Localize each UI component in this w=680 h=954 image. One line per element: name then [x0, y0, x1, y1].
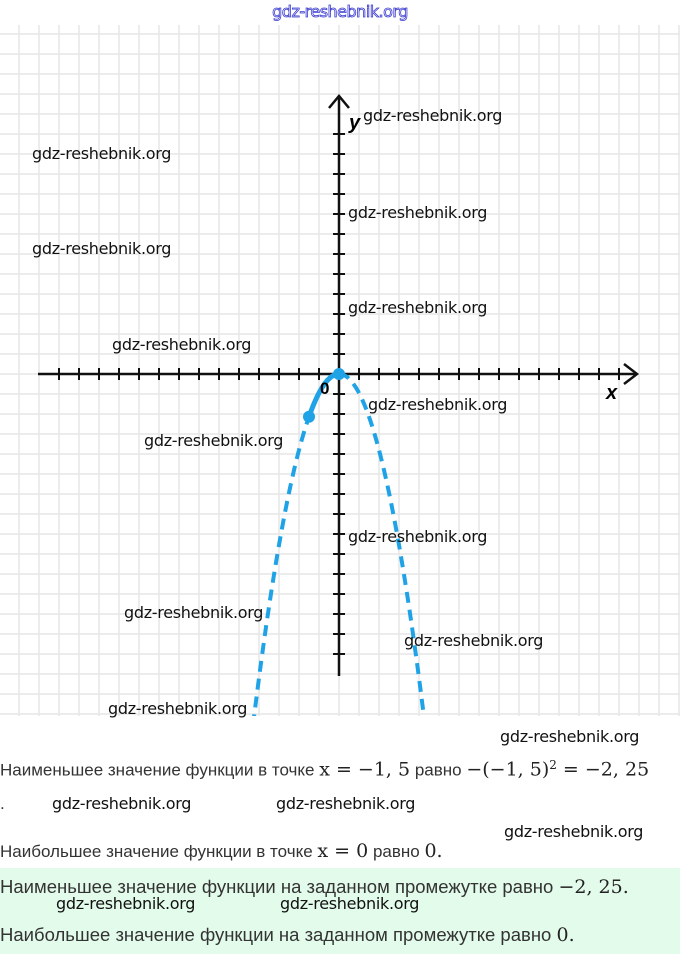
text-dot: . — [0, 794, 5, 813]
math: = −2, 25 — [556, 758, 650, 781]
watermark: gdz-reshebnik.org — [348, 298, 488, 317]
watermark: gdz-reshebnik.org — [52, 794, 192, 813]
watermark: gdz-reshebnik.org — [56, 894, 196, 913]
parabola-graph: x y 0 — [0, 25, 680, 716]
y-axis-label: y — [348, 112, 361, 134]
text-max-at-point: Наибольшее значение функции в точке x = … — [0, 840, 443, 862]
watermark: gdz-reshebnik.org — [32, 144, 172, 163]
watermark: gdz-reshebnik.org — [404, 631, 544, 650]
watermark: gdz-reshebnik.org — [112, 335, 252, 354]
site-watermark-header: gdz-reshebnik.org — [272, 2, 409, 22]
x-axis-label: x — [605, 382, 618, 404]
axes — [38, 94, 640, 676]
watermark: gdz-reshebnik.org — [144, 431, 284, 450]
watermark: gdz-reshebnik.org — [500, 727, 640, 746]
origin-label: 0 — [320, 379, 329, 398]
dashed-curve-right — [339, 372, 426, 716]
dashed-curve-left — [252, 416, 311, 716]
math: x = 0 — [317, 840, 369, 862]
watermark: gdz-reshebnik.org — [108, 699, 248, 718]
watermark: gdz-reshebnik.org — [348, 203, 488, 222]
watermark: gdz-reshebnik.org — [32, 239, 172, 258]
text-min-at-point: Наименьшее значение функции в точке x = … — [0, 758, 649, 781]
text: Наименьшее значение функции в точке — [0, 760, 320, 780]
watermark: gdz-reshebnik.org — [348, 527, 488, 546]
vertex-point — [333, 368, 345, 380]
text: Наименьшее значение функции на заданном … — [0, 876, 559, 897]
watermark: gdz-reshebnik.org — [504, 822, 644, 841]
watermark: gdz-reshebnik.org — [368, 395, 508, 414]
watermark: gdz-reshebnik.org — [124, 603, 264, 622]
answer-min: Наименьшее значение функции на заданном … — [0, 876, 629, 898]
math: −2, 25. — [558, 876, 629, 898]
answer-max: Наибольшее значение функции на заданном … — [0, 924, 575, 946]
math: 0. — [424, 840, 443, 862]
text: Наибольшее значение функции на заданном … — [0, 924, 557, 945]
text: равно — [410, 760, 467, 780]
parabola-curve — [252, 368, 426, 716]
watermark: gdz-reshebnik.org — [276, 794, 416, 813]
text: Наибольшее значение функции в точке — [0, 842, 318, 861]
math: 0. — [556, 924, 575, 946]
marked-point — [303, 410, 315, 423]
x-axis-arrow-icon — [623, 363, 640, 385]
math: x = −1, 5 — [319, 758, 411, 781]
math: −(−1, 5) — [466, 758, 550, 781]
watermark: gdz-reshebnik.org — [280, 894, 420, 913]
answer-box — [0, 868, 680, 954]
watermark: gdz-reshebnik.org — [363, 106, 503, 125]
y-axis-arrow-icon — [328, 94, 350, 109]
text: равно — [368, 842, 425, 861]
math-exponent: 2 — [549, 758, 557, 772]
